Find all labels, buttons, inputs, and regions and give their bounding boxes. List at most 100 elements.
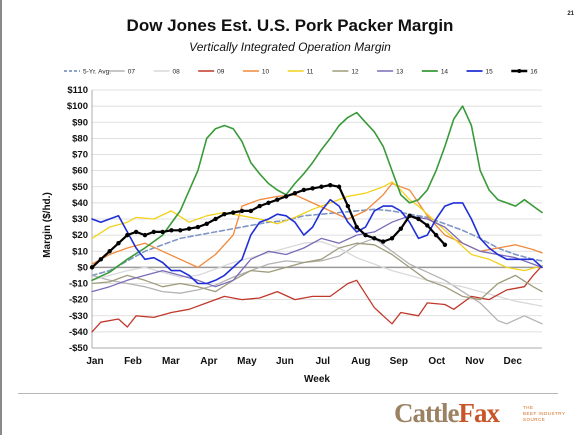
x-tick-label: Jun — [276, 356, 294, 367]
pork-margin-chart: 5-Yr. Avg. 07 08 09 10 11 12 13 14 15 16 $110$100$… — [42, 69, 543, 385]
y-tick-label: $60 — [72, 166, 88, 177]
legend-label: 11 — [307, 69, 314, 76]
series-line-14 — [91, 105, 543, 282]
y-tick-label: $110 — [67, 85, 88, 96]
x-tick-label: May — [237, 356, 257, 367]
series-point-16 — [425, 223, 430, 228]
series-point-16 — [275, 197, 280, 202]
x-tick-label: Apr — [200, 356, 217, 367]
series-point-16 — [372, 236, 377, 241]
y-tick-label: $90 — [72, 117, 88, 128]
series-point-16 — [151, 229, 156, 235]
series-point-16 — [363, 232, 368, 238]
y-tick-label: $40 — [72, 198, 88, 209]
series-line-5-yr-avg- — [91, 208, 543, 277]
series-point-16 — [116, 240, 121, 246]
series-point-16 — [204, 221, 209, 227]
y-tick-label: $10 — [72, 246, 88, 257]
series-point-16 — [416, 216, 421, 222]
page-number: 21 — [567, 11, 574, 17]
series-point-16 — [283, 194, 289, 199]
slide-border — [0, 0, 2, 435]
x-tick-label: Dec — [504, 356, 523, 367]
x-tick-label: Jan — [86, 356, 103, 367]
y-tick-label: -$10 — [69, 279, 88, 290]
series-point-16 — [319, 184, 324, 189]
x-tick-label: Mar — [162, 356, 180, 367]
series-point-16 — [398, 226, 404, 231]
series-point-16 — [178, 228, 183, 233]
series-point-16 — [310, 186, 315, 191]
legend-label: 10 — [262, 69, 270, 76]
series-line-11 — [91, 181, 543, 272]
series-point-16 — [213, 216, 218, 222]
series-point-16 — [125, 232, 130, 238]
series-point-16 — [442, 242, 448, 247]
y-tick-label: $0 — [77, 262, 88, 273]
series-point-16 — [142, 232, 148, 238]
x-tick-label: Sep — [390, 356, 408, 367]
series-point-16 — [248, 208, 254, 214]
legend-label: 14 — [441, 69, 449, 76]
legend-label: 09 — [217, 69, 225, 76]
chart-legend: 5-Yr. Avg. 07 08 09 10 11 12 13 14 15 16 — [64, 69, 538, 76]
x-axis: Jan Feb Mar Apr May Jun Jul Aug Sep Oct Nov Dec — [86, 356, 522, 367]
x-tick-label: Feb — [124, 356, 142, 367]
series-point-16 — [257, 203, 262, 209]
legend-label: 5-Yr. Avg. — [83, 69, 111, 76]
y-axis: $110 $100 $90 $80 $70 $60 $50 $40 $30 $20 $10 $0 -$1… — [67, 85, 88, 354]
chart-series — [89, 105, 543, 333]
legend-label: 13 — [396, 69, 404, 76]
logo-word-fax: Fax — [458, 398, 499, 428]
legend-label: 08 — [172, 69, 180, 76]
series-line-15 — [91, 198, 543, 285]
chart-subtitle: Vertically Integrated Operation Margin — [189, 40, 391, 54]
series-point-16 — [301, 187, 306, 193]
series-point-16 — [407, 213, 412, 218]
series-point-16 — [336, 184, 342, 189]
series-point-16 — [389, 236, 395, 241]
series-point-16 — [98, 257, 104, 262]
x-tick-label: Oct — [428, 356, 445, 367]
y-tick-label: $50 — [72, 182, 88, 193]
y-tick-label: $80 — [72, 133, 88, 144]
legend-label: 12 — [351, 69, 359, 76]
series-point-16 — [160, 229, 165, 235]
cattlefax-logo: CattleFax — [394, 398, 500, 429]
y-tick-label: -$30 — [69, 311, 88, 322]
footer-rule — [18, 393, 558, 394]
legend-marker — [517, 69, 522, 73]
series-point-16 — [266, 200, 271, 206]
brand-tagline: THE BEEF INDUSTRY SOURCE — [523, 405, 566, 422]
y-tick-label: $30 — [72, 214, 88, 225]
series-point-16 — [380, 239, 386, 244]
y-tick-label: $100 — [67, 101, 88, 112]
y-tick-label: -$40 — [69, 327, 88, 338]
series-point-16 — [292, 191, 298, 196]
series-line-09 — [91, 265, 543, 333]
logo-word-cattle: Cattle — [394, 398, 459, 428]
chart-gridlines — [91, 89, 542, 349]
series-point-16 — [354, 224, 359, 230]
series-point-16 — [222, 211, 227, 217]
series-point-16 — [230, 210, 236, 215]
y-axis-label: Margin ($/hd.) — [42, 192, 53, 258]
series-point-16 — [107, 249, 112, 254]
series-line-13 — [91, 215, 543, 293]
series-line-08 — [91, 240, 543, 307]
x-tick-label: Nov — [465, 356, 484, 367]
series-point-16 — [239, 208, 245, 214]
y-tick-label: -$50 — [69, 343, 88, 354]
x-axis-label: Week — [304, 374, 330, 385]
y-tick-label: $20 — [72, 230, 88, 241]
series-point-16 — [328, 182, 333, 188]
series-line-12 — [91, 242, 543, 301]
y-tick-label: -$20 — [69, 295, 88, 306]
legend-label: 07 — [128, 69, 136, 76]
series-point-16 — [195, 224, 201, 230]
chart-title: Dow Jones Est. U.S. Pork Packer Margin — [126, 16, 454, 35]
series-point-16 — [433, 232, 439, 238]
x-tick-label: Aug — [351, 356, 370, 367]
series-point-16 — [133, 229, 139, 235]
